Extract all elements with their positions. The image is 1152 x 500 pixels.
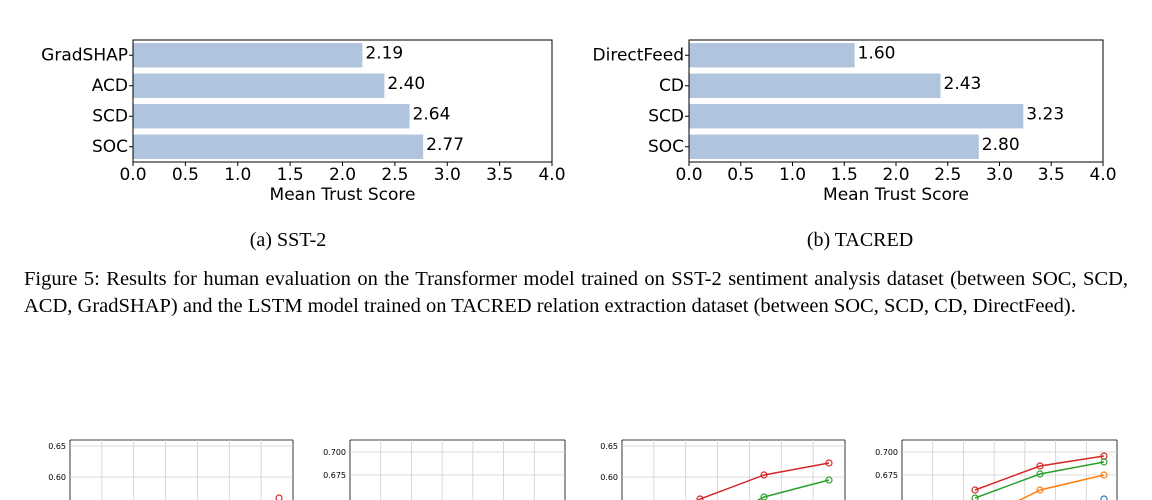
x-tick-label: 0.5 bbox=[172, 165, 199, 185]
bar-value-label: 2.77 bbox=[426, 135, 464, 155]
x-tick-label: 3.5 bbox=[486, 165, 513, 185]
partial-plot-3: 0.65 0.60 bbox=[600, 439, 846, 500]
series-line bbox=[696, 462, 830, 500]
bar-value-label: 2.43 bbox=[944, 74, 982, 94]
bar-soc bbox=[133, 134, 424, 159]
partial-line-plots: 0.65 0.60 0.700 0.675 0.65 0.60 0.700 0.675 bbox=[48, 439, 1118, 500]
y-tick-label: 0.700 bbox=[323, 448, 346, 457]
bar-value-label: 2.64 bbox=[413, 104, 451, 124]
x-tick-label: 1.5 bbox=[831, 165, 858, 185]
category-label: SOC bbox=[648, 137, 684, 157]
category-label: DirectFeed bbox=[593, 45, 684, 65]
bar-scd bbox=[133, 104, 410, 129]
x-tick-label: 3.0 bbox=[986, 165, 1013, 185]
x-tick-label: 1.0 bbox=[779, 165, 806, 185]
category-label: ACD bbox=[92, 76, 128, 96]
y-tick-label: 0.60 bbox=[48, 473, 66, 482]
subcaption-tacred: (b) TACRED bbox=[806, 229, 914, 251]
category-label: CD bbox=[659, 76, 684, 96]
bar-cd bbox=[689, 73, 941, 98]
series-marker bbox=[696, 495, 704, 500]
bar-acd bbox=[133, 73, 385, 98]
series-marker bbox=[971, 494, 979, 500]
series-marker bbox=[1100, 458, 1108, 466]
partial-plot-1: 0.65 0.60 bbox=[48, 439, 294, 500]
y-tick-label: 0.675 bbox=[323, 471, 346, 480]
x-tick-label: 0.5 bbox=[727, 165, 754, 185]
series-marker bbox=[275, 494, 283, 500]
x-tick-label: 2.0 bbox=[329, 165, 356, 185]
figure-caption: Figure 5: Results for human evaluation o… bbox=[24, 268, 1128, 317]
series-line bbox=[756, 479, 830, 500]
y-tick-label: 0.65 bbox=[48, 442, 66, 451]
category-label: GradSHAP bbox=[41, 45, 128, 65]
partial-plot-4: 0.700 0.675 bbox=[875, 439, 1118, 500]
y-tick-label: 0.65 bbox=[600, 442, 618, 451]
x-axis-label: Mean Trust Score bbox=[823, 185, 969, 205]
category-label: SOC bbox=[92, 137, 128, 157]
series-line bbox=[974, 461, 1105, 499]
series-line bbox=[974, 455, 1105, 491]
x-tick-label: 4.0 bbox=[1089, 165, 1116, 185]
bar-value-label: 2.40 bbox=[387, 74, 425, 94]
y-tick-label: 0.700 bbox=[875, 448, 898, 457]
y-tick-label: 0.60 bbox=[600, 473, 618, 482]
bar-soc bbox=[689, 134, 979, 159]
series-marker bbox=[760, 471, 768, 479]
subcaption-sst2: (a) SST-2 bbox=[249, 229, 327, 251]
bar-chart-sst2: 2.19 GradSHAP 2.40 ACD 2.64 SCD 2.77 SOC 0.0 0.5 1… bbox=[41, 39, 566, 205]
x-tick-label: 2.5 bbox=[381, 165, 408, 185]
series-marker bbox=[1036, 470, 1044, 478]
series-marker bbox=[825, 476, 833, 484]
bar-gradshap bbox=[133, 43, 363, 68]
category-label: SCD bbox=[648, 106, 684, 126]
series-marker bbox=[971, 486, 979, 494]
y-tick-label: 0.675 bbox=[875, 471, 898, 480]
bar-directfeed bbox=[689, 43, 855, 68]
bar-value-label: 2.19 bbox=[365, 43, 403, 63]
bar-value-label: 2.80 bbox=[982, 135, 1020, 155]
x-tick-label: 2.0 bbox=[882, 165, 909, 185]
x-tick-label: 4.0 bbox=[538, 165, 565, 185]
series-line bbox=[1018, 474, 1105, 500]
bar-chart-tacred: 1.60 DirectFeed 2.43 CD 3.23 SCD 2.80 SOC 0.0 0.5… bbox=[593, 39, 1117, 205]
x-tick-label: 0.0 bbox=[119, 165, 146, 185]
x-tick-label: 1.5 bbox=[277, 165, 304, 185]
x-tick-label: 3.5 bbox=[1038, 165, 1065, 185]
x-tick-label: 1.0 bbox=[224, 165, 251, 185]
bar-scd bbox=[689, 104, 1024, 129]
bar-value-label: 3.23 bbox=[1026, 104, 1064, 124]
bar-value-label: 1.60 bbox=[858, 43, 896, 63]
series-marker bbox=[1100, 471, 1108, 479]
x-tick-label: 3.0 bbox=[434, 165, 461, 185]
category-label: SCD bbox=[92, 106, 128, 126]
series-marker bbox=[1100, 495, 1108, 500]
partial-plot-2: 0.700 0.675 bbox=[323, 439, 566, 500]
x-tick-label: 2.5 bbox=[934, 165, 961, 185]
partial-series bbox=[275, 452, 1108, 500]
x-tick-label: 0.0 bbox=[675, 165, 702, 185]
series-marker bbox=[1036, 486, 1044, 494]
series-marker bbox=[825, 459, 833, 467]
x-axis-label: Mean Trust Score bbox=[270, 185, 416, 205]
series-marker bbox=[760, 493, 768, 500]
series-marker bbox=[1036, 462, 1044, 470]
